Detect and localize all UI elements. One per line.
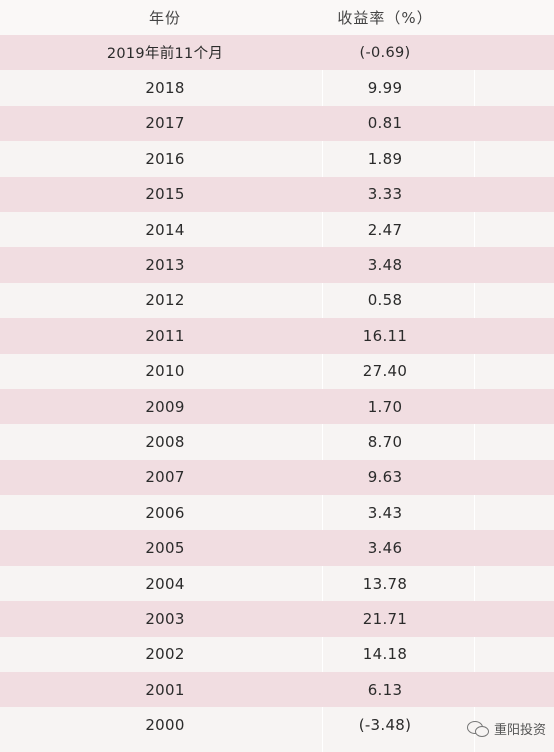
year-cell: 2008 bbox=[145, 432, 185, 451]
table-row: 2013 3.48 bbox=[0, 247, 554, 283]
year-cell: 2005 bbox=[145, 539, 185, 558]
return-cell: 6.13 bbox=[367, 680, 403, 699]
table-row: 2010 27.40 bbox=[0, 354, 554, 389]
table-row: 2007 9.63 bbox=[0, 459, 554, 496]
return-cell: 14.18 bbox=[362, 645, 408, 664]
table-row: 2003 21.71 bbox=[0, 601, 554, 637]
table-row: 2016 1.89 bbox=[0, 141, 554, 176]
year-cell: 2019年前11个月 bbox=[106, 46, 224, 63]
return-cell: (-0.69) bbox=[359, 44, 411, 61]
column-divider bbox=[322, 0, 323, 752]
return-cell: 8.70 bbox=[367, 432, 403, 451]
table-row: 2018 9.99 bbox=[0, 70, 554, 105]
table-row: 2009 1.70 bbox=[0, 388, 554, 425]
table-row: 2002 14.18 bbox=[0, 637, 554, 672]
year-cell: 2013 bbox=[145, 256, 185, 275]
year-cell: 2006 bbox=[145, 503, 185, 522]
table-row: 2004 13.78 bbox=[0, 566, 554, 601]
year-cell: 2016 bbox=[145, 149, 185, 168]
table-row: 2015 3.33 bbox=[0, 176, 554, 212]
table-row: 2006 3.43 bbox=[0, 495, 554, 530]
return-cell: 3.33 bbox=[367, 185, 403, 204]
return-cell: 13.78 bbox=[362, 574, 408, 593]
return-cell: 9.99 bbox=[367, 79, 403, 98]
return-cell: 21.71 bbox=[362, 609, 408, 628]
year-cell: 2003 bbox=[145, 609, 185, 628]
column-divider bbox=[474, 0, 475, 752]
watermark: 重阳投资 bbox=[466, 719, 546, 738]
table-row: 2019年前11个月 (-0.69) bbox=[0, 35, 554, 71]
return-cell: 1.70 bbox=[367, 397, 403, 416]
year-cell: 2014 bbox=[145, 220, 185, 239]
table-row: 2012 0.58 bbox=[0, 283, 554, 318]
year-cell: 2002 bbox=[145, 645, 185, 664]
return-cell: 0.58 bbox=[367, 291, 403, 310]
year-cell: 2012 bbox=[145, 291, 185, 310]
header-year: 年份 bbox=[148, 9, 181, 27]
year-cell: 2018 bbox=[145, 79, 185, 98]
return-cell: 3.43 bbox=[367, 503, 403, 522]
return-cell: 3.48 bbox=[367, 256, 403, 275]
table-row: 2001 6.13 bbox=[0, 672, 554, 708]
table-row: 2005 3.46 bbox=[0, 530, 554, 566]
year-cell: 2009 bbox=[145, 397, 185, 416]
return-cell: 1.89 bbox=[367, 149, 403, 168]
year-cell: 2007 bbox=[145, 468, 185, 487]
year-cell: 2010 bbox=[145, 362, 185, 381]
return-cell: 2.47 bbox=[367, 220, 403, 239]
year-cell: 2011 bbox=[145, 326, 185, 345]
return-cell: 9.63 bbox=[367, 468, 403, 487]
return-cell: 3.46 bbox=[367, 539, 403, 558]
return-cell: (-3.48) bbox=[358, 716, 412, 735]
year-cell: 2000 bbox=[145, 716, 185, 735]
table-row: 2011 16.11 bbox=[0, 318, 554, 354]
table-row: 2014 2.47 bbox=[0, 212, 554, 247]
year-cell: 2017 bbox=[145, 114, 185, 133]
return-cell: 0.81 bbox=[367, 114, 403, 133]
watermark-text: 重阳投资 bbox=[493, 723, 546, 738]
table-body: 2019年前11个月 (-0.69) 2018 9.99 2017 0.81 2016 1.8… bbox=[0, 35, 554, 743]
year-cell: 2004 bbox=[145, 574, 185, 593]
table-row: 2000 (-3.48) bbox=[0, 707, 554, 742]
table-row: 2017 0.81 bbox=[0, 105, 554, 142]
header-return: 收益率（%） bbox=[337, 9, 433, 27]
table-row: 2008 8.70 bbox=[0, 424, 554, 459]
wechat-icon bbox=[466, 720, 489, 737]
return-cell: 27.40 bbox=[362, 362, 408, 381]
year-cell: 2015 bbox=[145, 185, 185, 204]
return-cell: 16.11 bbox=[362, 326, 408, 345]
table-header-row: 年份 收益率（%） bbox=[0, 0, 554, 35]
year-cell: 2001 bbox=[145, 680, 185, 699]
